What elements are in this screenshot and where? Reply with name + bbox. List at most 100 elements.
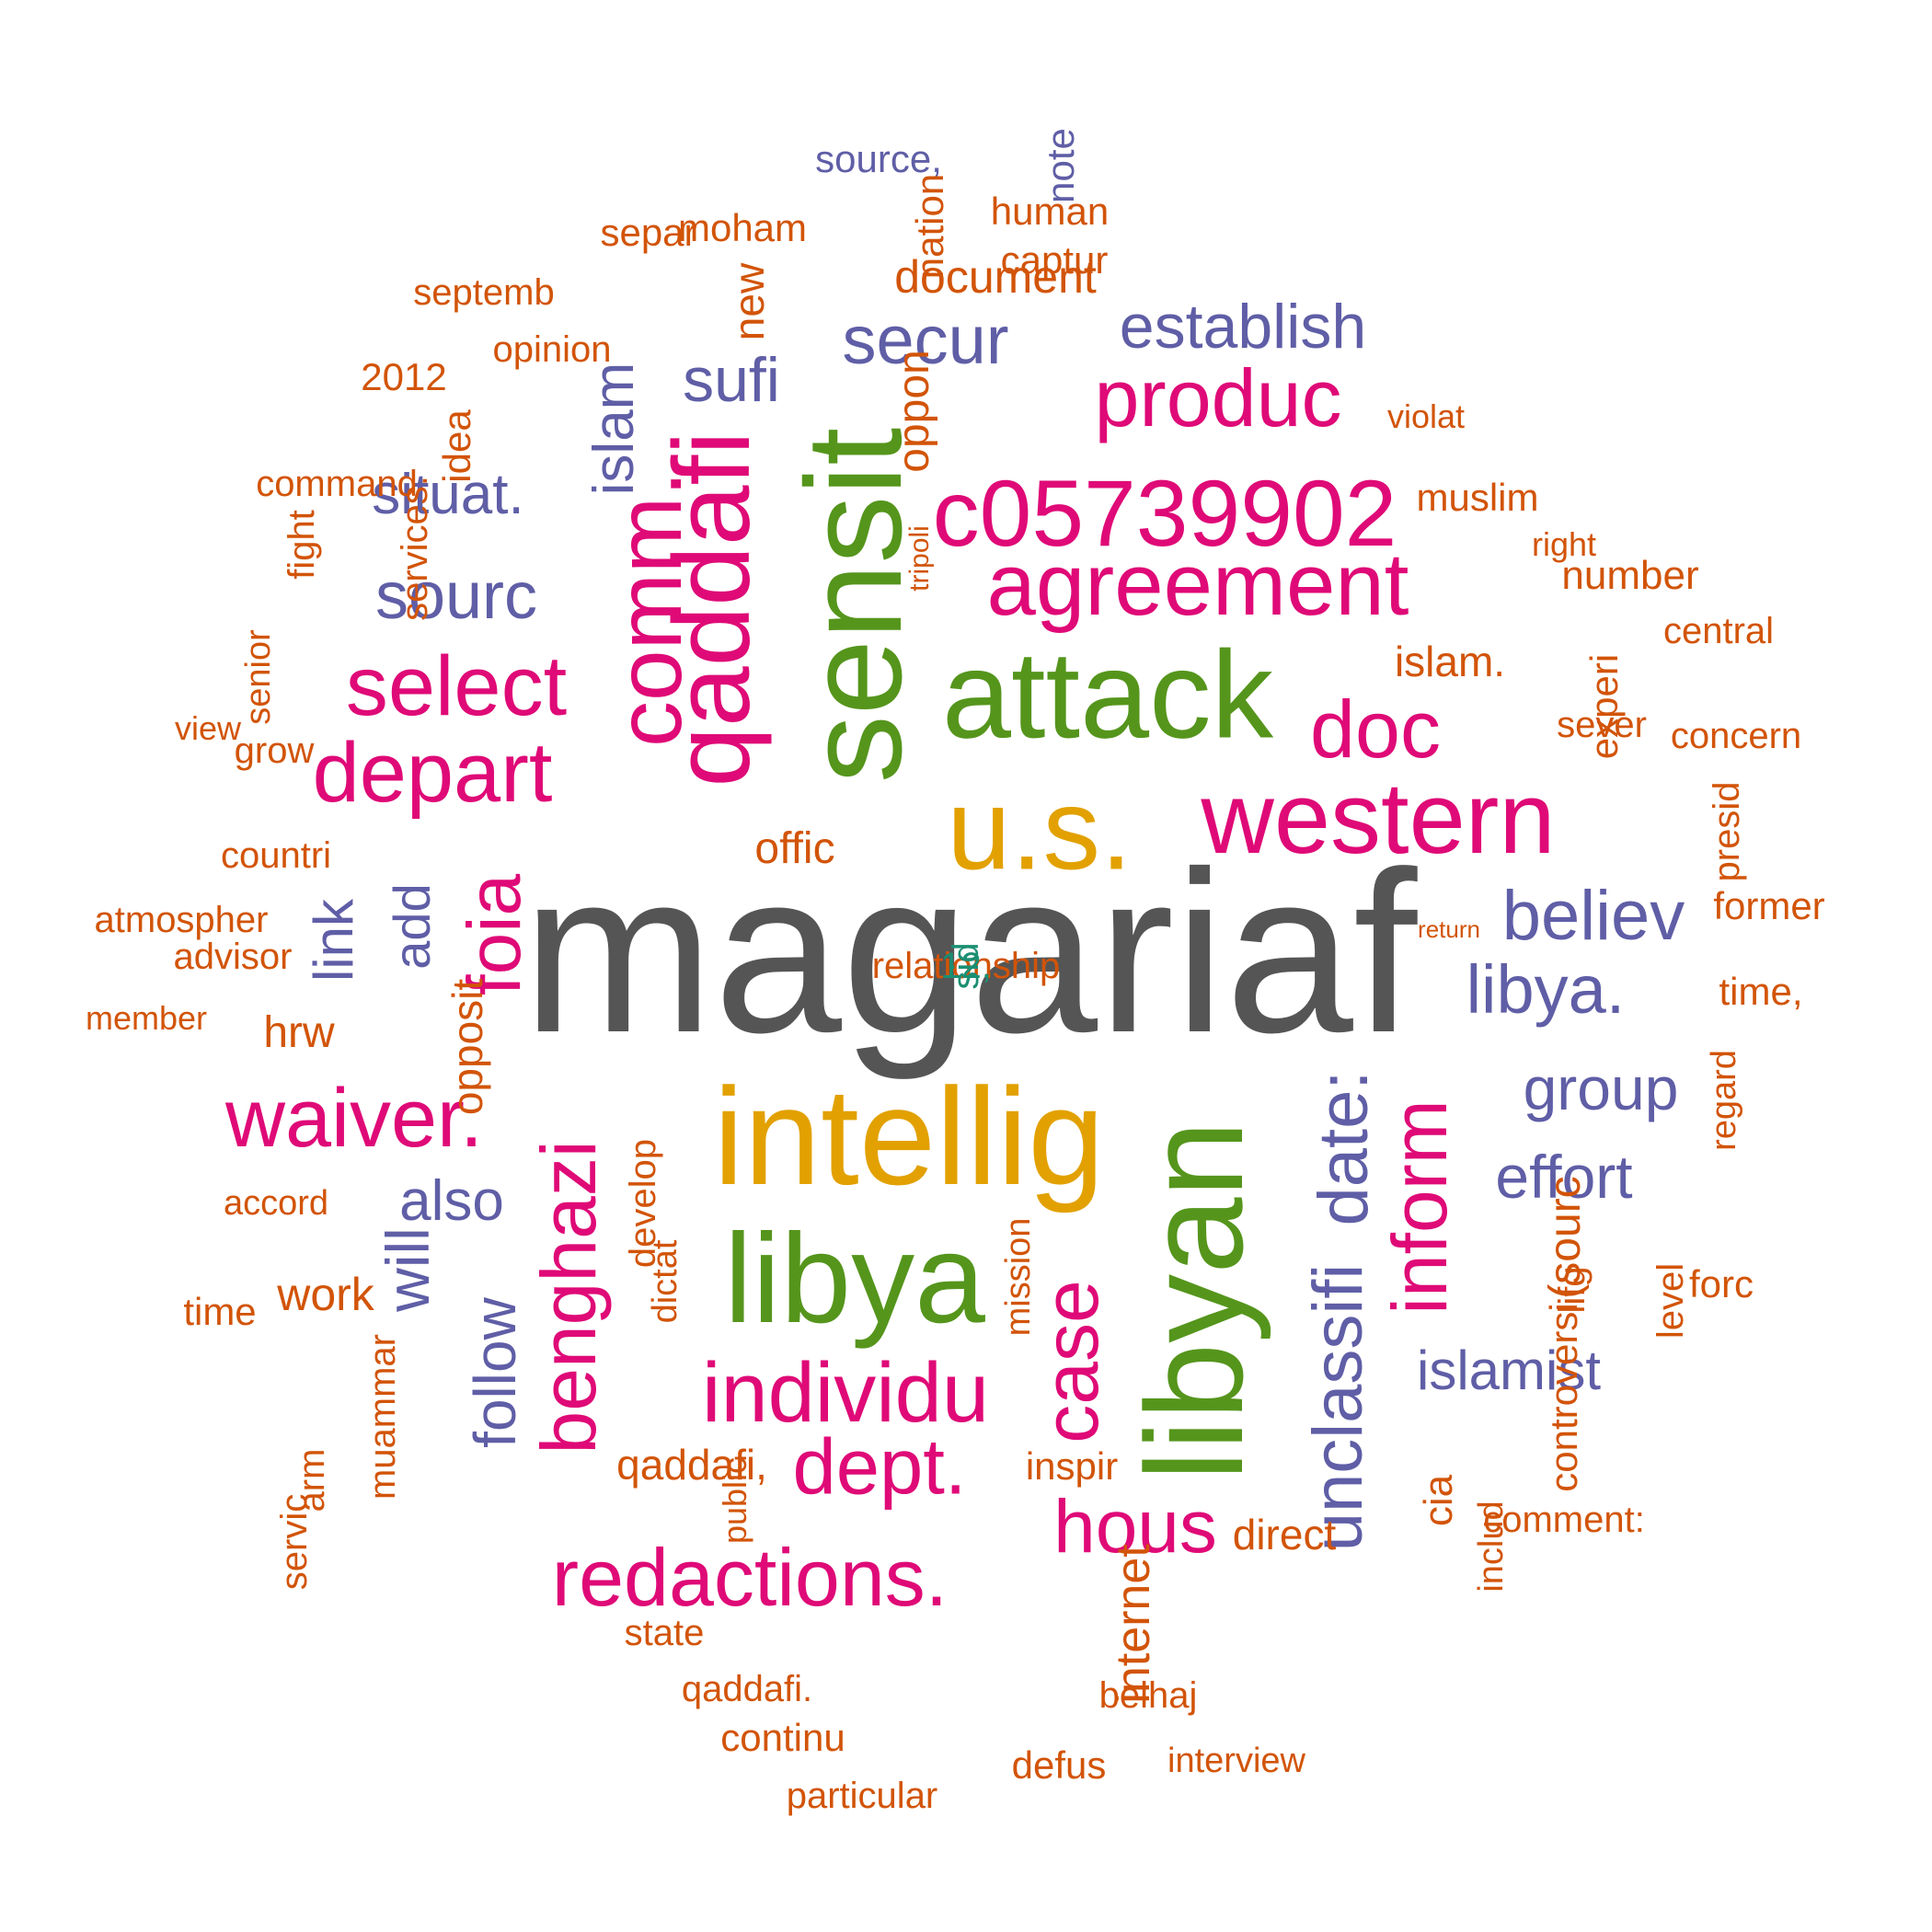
word-76: atmospher [94,900,269,940]
word-22: redactions. [551,1532,949,1623]
word-65: islam. [1394,638,1506,685]
word-39: also [399,1169,504,1233]
word-19: individu [702,1346,989,1440]
word-52: septemb [413,272,555,313]
word-25: unclassifi [1299,1263,1377,1552]
word-9: agreement [986,535,1409,634]
word-87: mission [999,1217,1038,1337]
word-59: command [256,464,418,504]
word-42: islamist [1416,1340,1602,1401]
word-80: hrw [263,1008,335,1057]
word-74: countri [220,835,332,876]
word-86: dictat [646,1239,684,1324]
word-28: establish [1119,292,1367,362]
word-37: link [303,898,364,983]
word-91: forc [1688,1262,1754,1305]
word-64: central [1662,611,1775,651]
word-92: time [183,1290,257,1333]
word-78: time, [1719,970,1803,1013]
word-20: dept. [792,1423,967,1512]
word-61: services. [395,476,435,621]
word-2: u.s. [947,765,1133,894]
word-29: sufi [683,345,780,415]
word-111: particular [786,1776,938,1816]
word-98: cia [1416,1474,1461,1527]
word-18: benghazi [525,1140,612,1455]
word-40: will [374,1227,442,1312]
word-1: intellig [713,1059,1105,1213]
word-30: situat. [372,463,524,526]
word-75: former [1713,884,1825,927]
word-35: group [1523,1054,1679,1122]
word-33: believ [1501,877,1685,955]
word-31: sourc [374,559,538,633]
word-4: sensit [778,427,930,784]
word-70: view [174,709,242,747]
word-49: captur [1000,238,1109,282]
word-8: c05739902 [932,461,1397,566]
word-57: violat [1386,397,1466,435]
word-14: depart [312,726,553,820]
word-108: continu [720,1716,845,1759]
word-95: qaddafi, [616,1441,767,1489]
word-7: western [1201,762,1556,875]
word-50: document [894,251,1097,303]
word-102: comment: [1483,1500,1645,1540]
word-60: fight [282,510,322,580]
word-68: sever [1557,705,1647,745]
word-12: comm. [598,471,701,747]
word-34: libya. [1466,951,1626,1028]
word-94: muammar [362,1333,403,1501]
word-79: member [85,999,208,1037]
word-83: accord [223,1184,329,1223]
word-46: moham [677,206,808,249]
word-90: level [1650,1262,1691,1340]
word-71: grow [234,730,315,771]
word-10: produc [1094,352,1342,443]
word-116: sid [946,942,986,990]
word-6: libyan [1117,1121,1271,1481]
word-105: state [624,1613,705,1653]
word-77: advisor [173,937,293,977]
word-62: right [1531,525,1597,563]
word-27: secur [842,302,1009,378]
word-103: servic [274,1493,315,1591]
word-15: doc [1310,684,1441,775]
word-69: concern [1670,716,1802,756]
word-100: direct [1232,1511,1337,1558]
word-23: hous [1053,1485,1217,1569]
word-21: case [1028,1280,1114,1443]
word-73: presid [1707,781,1747,882]
word-84: work [277,1269,374,1320]
word-51: new [725,262,773,341]
word-26: date: [1305,1070,1383,1226]
word-97: inspir [1025,1444,1119,1488]
word-43: source, [815,137,942,180]
word-112: tripoli [904,525,935,592]
word-41: follow [462,1297,528,1448]
word-113: return [1418,915,1480,943]
word-3: attack [941,625,1274,765]
word-45: separ [600,211,697,254]
word-53: opinion [492,329,612,370]
word-55: oppon [890,350,938,473]
word-96: public [716,1456,753,1545]
word-24: inform [1376,1099,1463,1315]
word-93: controversi [1542,1303,1585,1492]
word-38: add [383,883,441,970]
word-63: number [1561,553,1699,598]
word-36: effort [1495,1143,1633,1211]
word-67: senior [239,629,278,725]
word-58: muslim [1416,476,1539,519]
word-106: qaddafi. [681,1669,813,1709]
word-72: offic [754,824,835,873]
word-13: select [345,639,568,733]
word-115: 12, [940,946,992,986]
word-16: foia [453,873,536,996]
word-110: defus [1011,1743,1107,1787]
word-107: belhaj [1098,1675,1198,1716]
word-109: interview [1167,1742,1305,1780]
word-5: libya [724,1208,985,1350]
word-0: magariaf [522,823,1418,1080]
